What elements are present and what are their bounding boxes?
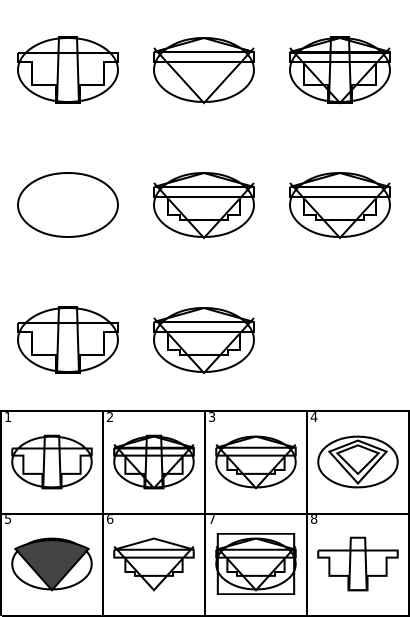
v-line-shape (114, 445, 193, 489)
answer-option-number: 2 (106, 411, 115, 426)
bar-v-shape (125, 558, 182, 576)
bar-shape (349, 538, 366, 590)
diamond-shape (329, 441, 386, 484)
grid-cell-missing (288, 303, 408, 383)
grid-cell-2-3 (288, 168, 408, 248)
answer-figure (8, 533, 96, 595)
v-line-shape (216, 445, 295, 489)
answer-panel-left-border (0, 410, 2, 616)
answer-option-number: 1 (4, 411, 13, 426)
grid-cell-1-2 (152, 33, 272, 113)
answer-option-5[interactable]: 5 (2, 514, 104, 617)
v-line-shape (154, 48, 254, 103)
bar-v-shape (227, 558, 284, 576)
answer-figure (110, 533, 198, 595)
grid-figure (152, 303, 256, 377)
grid-figure (16, 33, 120, 107)
t-shape-shape (114, 448, 193, 488)
answer-figure (8, 431, 96, 493)
answer-option-number: 5 (4, 513, 13, 528)
bar-shape (43, 436, 60, 488)
grid-figure (288, 168, 392, 242)
roof-shape (216, 539, 295, 558)
v-line-shape (290, 48, 390, 103)
bar-v-shape (227, 456, 284, 474)
bar-shape (57, 307, 79, 373)
answer-figure (314, 533, 402, 595)
bar-v-shape (304, 197, 376, 220)
answer-figure (212, 533, 300, 595)
answer-option-4[interactable]: 4 (308, 412, 410, 515)
v-line-shape (114, 547, 193, 591)
roof-shape (154, 173, 254, 197)
answer-figure (314, 431, 402, 493)
answer-panel-top-border (0, 410, 410, 412)
answer-option-number: 6 (106, 513, 115, 528)
answer-option-number: 8 (310, 513, 319, 528)
roof-shape (114, 437, 193, 456)
grid-cell-1-3 (288, 33, 408, 113)
t-shape-shape (18, 53, 118, 103)
ellipse-shape (18, 173, 118, 237)
answer-option-number: 3 (208, 411, 217, 426)
roof-shape (290, 173, 390, 197)
grid-cell-3-2 (152, 303, 272, 383)
roof-shape (114, 539, 193, 558)
answer-figure (110, 431, 198, 493)
grid-cell-1-1 (16, 33, 136, 113)
roof-shape (216, 437, 295, 456)
answer-option-2[interactable]: 2 (104, 412, 206, 515)
v-line-shape (154, 318, 254, 373)
answer-option-number: 7 (208, 513, 217, 528)
bar-v-shape (168, 332, 240, 355)
v-line-shape (154, 183, 254, 238)
grid-figure (16, 303, 120, 377)
v-line-shape (216, 547, 295, 591)
fan-shape (15, 540, 88, 590)
answer-option-number: 4 (310, 411, 319, 426)
bar-v-shape (168, 197, 240, 220)
grid-cell-2-1 (16, 168, 136, 248)
t-shape-shape (18, 323, 118, 373)
grid-figure (288, 33, 392, 107)
grid-cell-3-1 (16, 303, 136, 383)
answer-option-1[interactable]: 1 (2, 412, 104, 515)
answer-option-3[interactable]: 3 (206, 412, 308, 515)
answer-option-8[interactable]: 8 (308, 514, 410, 617)
roof-shape (154, 308, 254, 332)
roof-shape (154, 38, 254, 62)
grid-cell-2-2 (152, 168, 272, 248)
answer-options: 1 2 3 4 5 6 7 8 (0, 410, 410, 617)
answer-option-7[interactable]: 7 (206, 514, 308, 617)
t-shape-shape (318, 550, 397, 590)
ellipse-shape (318, 437, 397, 488)
roof-shape (290, 38, 390, 62)
grid-figure (16, 168, 120, 242)
bar-shape (57, 37, 79, 103)
t-shape-shape (290, 53, 390, 103)
square-shape (218, 534, 294, 594)
t-shape-shape (12, 448, 91, 488)
grid-figure (152, 168, 256, 242)
grid-figure (152, 33, 256, 107)
answer-figure (212, 431, 300, 493)
answer-option-6[interactable]: 6 (104, 514, 206, 617)
v-line-shape (290, 183, 390, 238)
